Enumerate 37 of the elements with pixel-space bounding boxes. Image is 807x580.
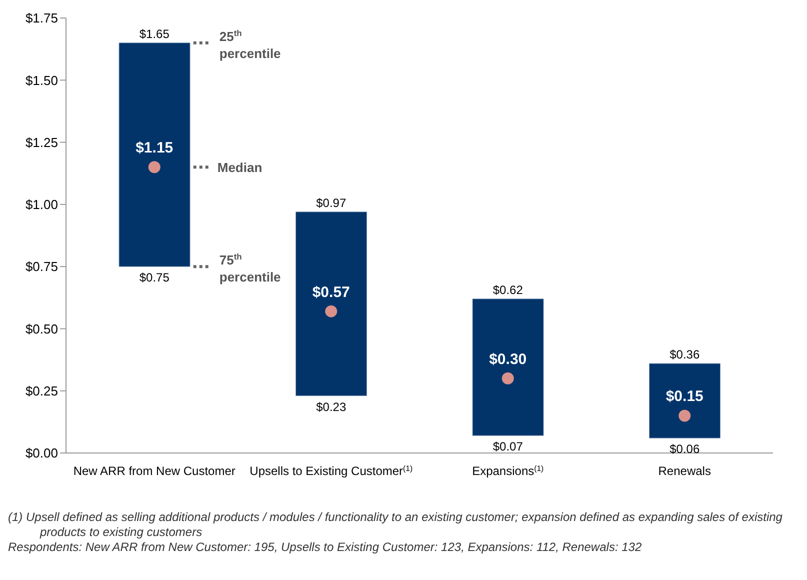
y-tick-label: $1.50 [25, 72, 58, 88]
annotation: $0.62 [492, 282, 524, 297]
annotation: $0.97 [316, 196, 346, 210]
annotation: $0.75 [139, 270, 170, 285]
annotation: 75$^{th}$ percentile [219, 252, 281, 285]
data-label: $0.57 [312, 284, 350, 301]
data-label: $0.15 [666, 388, 704, 406]
point [502, 372, 514, 384]
bar [649, 363, 721, 438]
y-tick-label: $1.75 [25, 10, 58, 26]
y-tick-label: $1.00 [25, 197, 58, 212]
y-tick-label: $0.75 [25, 259, 58, 274]
data-label: $0.30 [489, 350, 527, 368]
data-label: $1.15 [136, 140, 174, 157]
point [678, 410, 691, 422]
annotation: $1.65 [139, 26, 170, 41]
y-tick-label: $0.25 [25, 383, 58, 398]
annotation: 25$^{th}$ percentile [219, 28, 281, 61]
y-tick-label: $0.00 [25, 446, 58, 461]
annotation: Median [217, 160, 262, 176]
annotation: $0.23 [316, 400, 346, 414]
x-tick-label: New ARR from New Customer [73, 464, 236, 478]
y-tick-label: $0.50 [25, 321, 58, 336]
x-tick-label: Renewals [658, 464, 711, 478]
annotation: $0.06 [670, 442, 700, 456]
text: Respondents: New ARR from New Customer: 195, Upsells to Existing Customer: 123, Expansions: 112, Renewals: 132 [8, 540, 643, 555]
bar [296, 212, 368, 396]
point [325, 305, 338, 318]
x-tick-label: Expansions$^{(1)}$ [472, 464, 544, 478]
text: (1) Upsell defined as selling additional products / modules / functionality to an existing customer; expansion defined as expanding sales of existing products to existing customers [8, 510, 784, 540]
annotation: $0.36 [670, 348, 700, 362]
bar [118, 42, 190, 267]
x-tick-label: Upsells to Existing Customer$^{(1)}$ [250, 464, 413, 478]
point [148, 161, 160, 174]
annotation: $0.07 [492, 440, 524, 454]
y-tick-label: $1.25 [25, 134, 58, 150]
bar [472, 298, 544, 436]
